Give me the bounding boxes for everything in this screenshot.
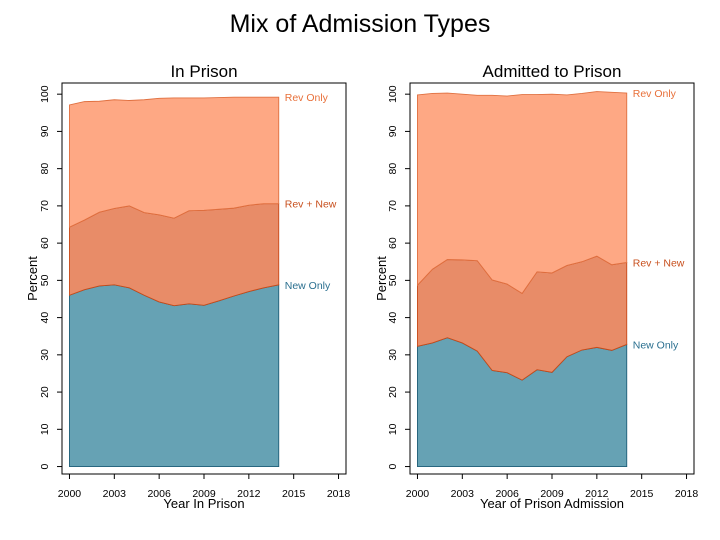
x-tick-label: 2009 [540, 488, 564, 500]
y-tick-label: 90 [387, 125, 399, 137]
y-tick-label: 0 [387, 463, 399, 469]
x-tick-label: 2012 [237, 488, 261, 500]
y-tick-label: 40 [387, 312, 399, 324]
panel-title: In Prison [170, 62, 237, 81]
series-label-rev-only: Rev Only [285, 92, 329, 104]
x-axis-label: Year of Prison Admission [480, 496, 624, 511]
series-label-new-only: New Only [285, 280, 331, 292]
panel-admitted-to-prison: 0 10 20 30 40 50 60 70 80 90 100 2000 2003 2006 2009 20… [374, 62, 698, 511]
y-tick-label: 20 [39, 386, 51, 398]
chart-main-title: Mix of Admission Types [229, 10, 491, 38]
y-tick-label: 40 [39, 312, 51, 324]
y-tick-label: 50 [39, 274, 51, 286]
x-tick-label: 2012 [585, 488, 609, 500]
x-tick-label: 2015 [282, 488, 306, 500]
x-tick-label: 2018 [327, 488, 351, 500]
x-tick-label: 2018 [675, 488, 699, 500]
panel-title: Admitted to Prison [483, 62, 622, 81]
y-tick-label: 90 [39, 125, 51, 137]
y-axis-label: Percent [374, 256, 389, 301]
x-tick-label: 2003 [103, 488, 127, 500]
y-tick-label: 100 [387, 85, 399, 103]
y-axis-label: Percent [25, 256, 40, 301]
x-tick-label: 2009 [192, 488, 216, 500]
y-tick-label: 10 [387, 423, 399, 435]
y-tick-label: 60 [39, 237, 51, 249]
y-tick-label: 30 [387, 349, 399, 361]
panel-in-prison: 0 10 20 30 40 50 60 70 80 90 100 2000 2003 2006 2009 20… [25, 62, 350, 511]
y-tick-label: 70 [39, 200, 51, 212]
x-tick-label: 2006 [147, 488, 171, 500]
x-tick-label: 2000 [58, 488, 82, 500]
y-tick-label: 10 [39, 423, 51, 435]
y-tick-label: 20 [387, 386, 399, 398]
y-tick-label: 30 [39, 349, 51, 361]
y-tick-label: 60 [387, 237, 399, 249]
y-tick-label: 80 [39, 163, 51, 175]
series-label-rev-only: Rev Only [633, 88, 677, 100]
area-rev-only [69, 96, 280, 228]
area-new-only [69, 284, 280, 467]
y-tick-label: 70 [387, 200, 399, 212]
x-tick-label: 2003 [451, 488, 475, 500]
x-tick-label: 2000 [406, 488, 430, 500]
area-rev-only [417, 91, 628, 295]
series-label-rev-new: Rev + New [633, 257, 685, 269]
y-tick-label: 80 [387, 163, 399, 175]
y-tick-label: 100 [39, 85, 51, 103]
y-tick-label: 50 [387, 274, 399, 286]
x-axis-label: Year In Prison [163, 496, 244, 511]
series-label-new-only: New Only [633, 339, 679, 351]
x-tick-label: 2015 [630, 488, 654, 500]
series-label-rev-new: Rev + New [285, 199, 337, 211]
y-tick-label: 0 [39, 463, 51, 469]
x-tick-label: 2006 [495, 488, 519, 500]
